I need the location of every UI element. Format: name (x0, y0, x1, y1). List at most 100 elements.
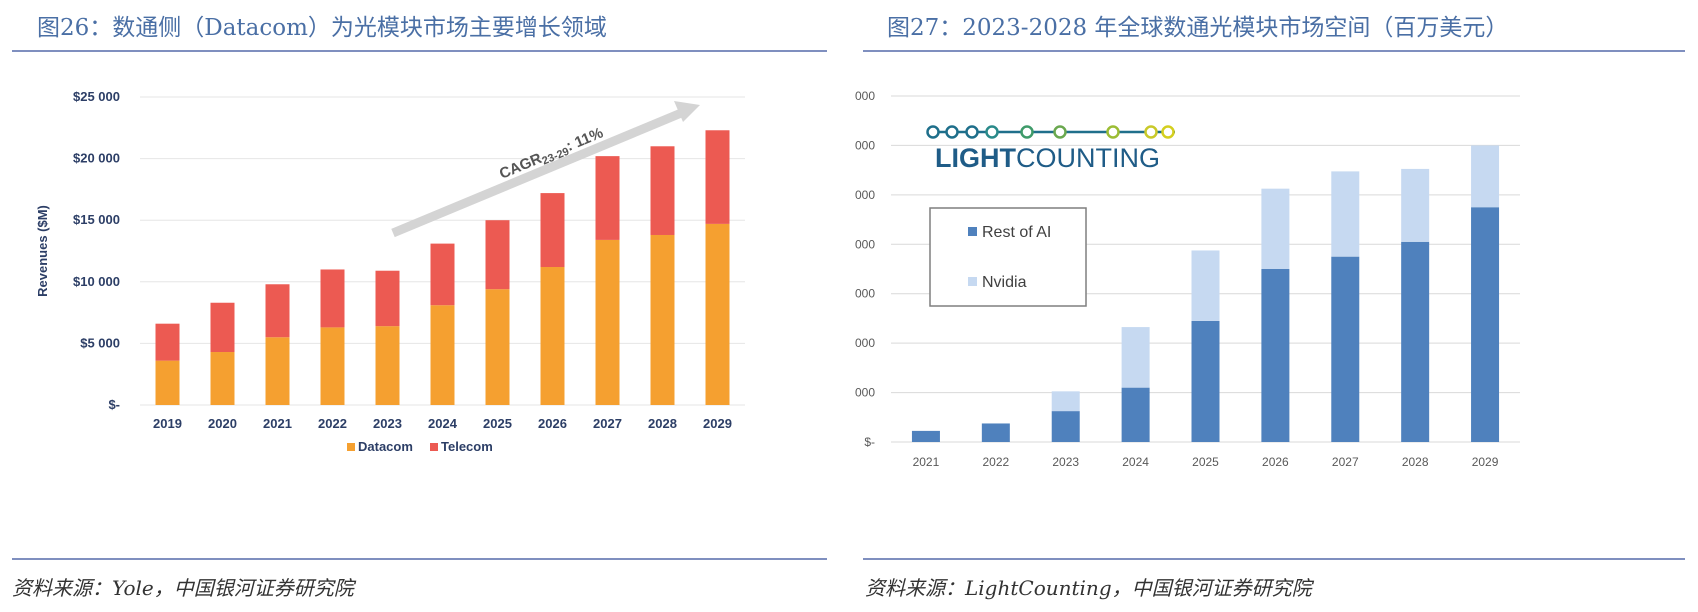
y-tick-label: $10 000 (73, 274, 120, 289)
y-tick-label: $10,000 (855, 188, 875, 202)
y-tick-label: $2,000 (855, 386, 875, 400)
bar-nvidia (1261, 188, 1290, 269)
legend-label-telecom: Telecom (441, 439, 493, 454)
bar-rest-of-ai (1471, 207, 1500, 442)
x-tick-label: 2024 (428, 416, 458, 431)
left-source: 资料来源：Yole，中国银河证券研究院 (12, 576, 354, 600)
y-tick-label: $15 000 (73, 212, 120, 227)
bar-nvidia (1051, 391, 1080, 412)
x-tick-label: 2027 (593, 416, 622, 431)
bar-rest-of-ai (1191, 320, 1220, 442)
right-figure-title: 图27：2023-2028 年全球数通光模块市场空间（百万美元） (887, 15, 1509, 41)
y-tick-label: $25 000 (73, 89, 120, 104)
bar-nvidia (1191, 250, 1220, 321)
legend-box (929, 207, 1087, 307)
x-tick-label: 2023 (1052, 455, 1079, 469)
bar-telecom (265, 284, 290, 338)
bar-rest-of-ai (1051, 411, 1080, 442)
logo-bead (1144, 125, 1158, 139)
right-chart: $- $2,000 $4,000 $6,000 $8,000 $10,000 $12,000… (855, 89, 1520, 469)
x-tick-label: 2021 (263, 416, 292, 431)
y-axis-label: Revenues ($M) (35, 205, 50, 297)
legend-swatch-nvidia (968, 277, 977, 286)
bar-telecom (595, 156, 620, 240)
bar-telecom (155, 323, 180, 361)
legend-swatch-telecom (430, 443, 438, 451)
logo-bead (1106, 125, 1120, 139)
y-tick-label: $- (108, 397, 120, 412)
y-tick-label: $6,000 (855, 287, 875, 301)
bar-telecom (650, 146, 675, 235)
x-tick-label: 2023 (373, 416, 402, 431)
bar-telecom (540, 193, 565, 268)
x-tick-label: 2019 (153, 416, 182, 431)
bar-telecom (485, 220, 510, 290)
x-tick-label: 2021 (913, 455, 940, 469)
x-tick-label: 2028 (648, 416, 677, 431)
bar-rest-of-ai (1401, 241, 1430, 442)
lightcounting-logo: LIGHTCOUNTING (926, 125, 1175, 173)
bar-datacom (265, 337, 290, 405)
bar-telecom (210, 302, 235, 353)
y-tick-label: $14,000 (855, 89, 875, 103)
bar-datacom (430, 305, 455, 405)
bar-nvidia (1331, 171, 1360, 257)
bar-datacom (485, 289, 510, 405)
legend-label-rest-of-ai: Rest of AI (982, 224, 1051, 241)
bar-rest-of-ai (911, 430, 940, 442)
legend-label-datacom: Datacom (358, 439, 413, 454)
bar-nvidia (1401, 168, 1430, 242)
x-tick-label: 2028 (1402, 455, 1429, 469)
bar-telecom (430, 243, 455, 306)
logo-bead (1053, 125, 1067, 139)
bar-datacom (155, 360, 180, 405)
y-tick-label: $12,000 (855, 138, 875, 152)
y-tick-label: $20 000 (73, 151, 120, 166)
x-tick-label: 2026 (1262, 455, 1289, 469)
bar-nvidia (1121, 327, 1150, 388)
logo-bead (985, 125, 999, 139)
x-tick-label: 2024 (1122, 455, 1149, 469)
logo-bead (1020, 125, 1034, 139)
bar-telecom (705, 130, 730, 224)
bar-nvidia (1471, 145, 1500, 208)
bar-rest-of-ai (1261, 269, 1290, 442)
bar-rest-of-ai (981, 423, 1010, 442)
x-tick-label: 2022 (318, 416, 347, 431)
cagr-arrowhead (674, 101, 700, 122)
bar-datacom (595, 239, 620, 405)
left-figure: 图26：数通侧（Datacom）为光模块市场主要增长领域 $- $5 000 $10… (0, 0, 830, 612)
cagr-arrow (391, 106, 688, 238)
legend-swatch-datacom (347, 443, 355, 451)
logo-bead (1161, 125, 1175, 139)
bar-rest-of-ai (1121, 387, 1150, 442)
x-tick-label: 2025 (1192, 455, 1219, 469)
right-figure: 图27：2023-2028 年全球数通光模块市场空间（百万美元） $- $2,00… (855, 0, 1698, 612)
x-tick-label: 2029 (703, 416, 732, 431)
bar-datacom (650, 234, 675, 405)
y-tick-label: $- (864, 435, 875, 449)
x-tick-label: 2026 (538, 416, 567, 431)
y-tick-label: $8,000 (855, 237, 875, 251)
y-tick-label: $5 000 (80, 335, 120, 350)
bar-datacom (210, 352, 235, 405)
x-tick-label: 2029 (1472, 455, 1499, 469)
x-tick-label: 2020 (208, 416, 237, 431)
left-source-rule (12, 558, 827, 560)
logo-wordmark: LIGHTCOUNTING (935, 143, 1160, 173)
left-figure-title: 图26：数通侧（Datacom）为光模块市场主要增长领域 (37, 15, 607, 41)
left-chart: $- $5 000 $10 000 $15 000 $20 000 $25 000 Reve… (35, 89, 745, 454)
bar-telecom (375, 270, 400, 327)
logo-bead (945, 125, 959, 139)
x-tick-label: 2027 (1332, 455, 1359, 469)
legend-label-nvidia: Nvidia (982, 274, 1027, 291)
bar-datacom (375, 326, 400, 405)
x-tick-label: 2025 (483, 416, 512, 431)
left-title-rule (12, 50, 827, 52)
y-tick-label: $4,000 (855, 336, 875, 350)
logo-bead (926, 125, 940, 139)
bar-datacom (540, 267, 565, 405)
legend-swatch-rest-of-ai (968, 227, 977, 236)
right-title-rule (863, 50, 1685, 52)
right-source: 资料来源：LightCounting，中国银河证券研究院 (865, 576, 1312, 600)
